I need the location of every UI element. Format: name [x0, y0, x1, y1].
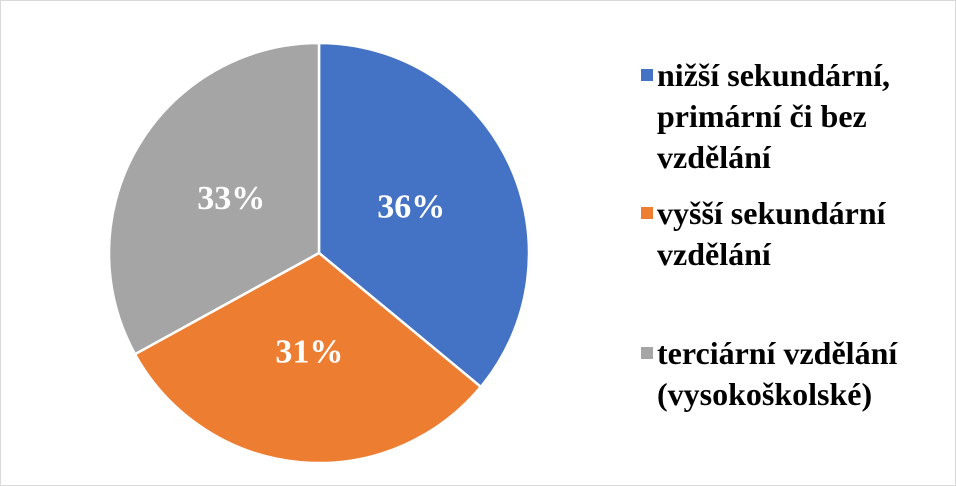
legend-label: vyšší sekundární vzdělání	[657, 195, 886, 272]
legend-item: vyšší sekundární vzdělání	[641, 193, 941, 275]
data-label: 36%	[377, 188, 445, 225]
legend-item: terciární vzdělání (vysokoškolské)	[641, 333, 941, 415]
legend-label: nižší sekundární, primární či bez vzdělá…	[657, 57, 890, 175]
legend-item: nižší sekundární, primární či bez vzdělá…	[641, 55, 941, 178]
data-label: 33%	[197, 180, 265, 217]
legend-marker	[641, 207, 653, 219]
legend-marker	[641, 69, 653, 81]
pie-slice	[133, 251, 483, 465]
pie-slice	[317, 41, 531, 389]
data-label: 31%	[275, 333, 343, 370]
legend-marker	[641, 347, 653, 359]
pie-slice	[107, 41, 321, 356]
legend-label: terciární vzdělání (vysokoškolské)	[657, 335, 898, 412]
